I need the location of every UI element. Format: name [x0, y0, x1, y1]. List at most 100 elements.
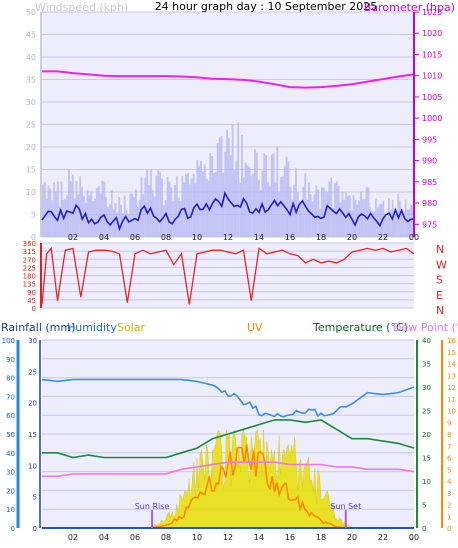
- wind-gust-bar: [345, 191, 348, 237]
- wind-gust-bar: [363, 199, 366, 237]
- barometer-tick-label: 985: [422, 178, 437, 187]
- wind-gust-bar: [335, 181, 338, 237]
- windspeed-tick-label: 35: [26, 76, 36, 85]
- humidity-tick-label: 70: [6, 393, 15, 401]
- wind-gust-bar: [77, 194, 80, 237]
- wind-gust-bar: [298, 201, 301, 237]
- wind-gust-bar: [308, 182, 310, 237]
- direction-tick-label: 270: [23, 256, 36, 264]
- rainfall-tick-label: 5: [33, 494, 37, 502]
- compass-label: N: [436, 243, 444, 256]
- wind-gust-bar: [60, 181, 63, 237]
- wind-gust-bar: [252, 173, 255, 237]
- wind-gust-bar: [283, 165, 286, 237]
- wind-gust-bar: [109, 204, 111, 237]
- windspeed-tick-label: 45: [26, 31, 36, 40]
- wind-gust-bar: [361, 199, 364, 237]
- wind-gust-bar: [94, 198, 96, 237]
- windspeed-tick-label: 25: [26, 121, 36, 130]
- wind-gust-bar: [401, 211, 403, 237]
- x-tick-label: 20: [347, 533, 357, 542]
- compass-label: W: [436, 258, 447, 271]
- barometer-axis-title: Barometer (hpa): [364, 1, 455, 14]
- wind-gust-bar: [112, 209, 115, 237]
- x-tick-label: 00: [409, 233, 419, 242]
- wind-gust-bar: [378, 204, 381, 237]
- humidity-line: [41, 378, 415, 418]
- x-tick-label: 06: [130, 233, 140, 242]
- legend-solar: Solar: [117, 321, 146, 334]
- legend-dew-point: Dew Point (°C): [393, 321, 458, 334]
- humidity-tick-label: 60: [6, 412, 15, 420]
- x-tick-label: 00: [409, 533, 419, 542]
- sun-rise-label: Sun Rise: [135, 502, 170, 511]
- wind-gust-bar: [161, 178, 163, 237]
- x-tick-label: 04: [99, 533, 109, 542]
- legend-rainfall: Rainfall (mm): [1, 321, 75, 334]
- wind-gust-bar: [263, 153, 266, 237]
- uv-tick-label: 4: [447, 478, 452, 486]
- wind-gust-bar: [99, 193, 102, 237]
- x-tick-label: 20: [347, 233, 357, 242]
- temperature-tick-label: 35: [422, 361, 431, 369]
- wind-gust-bar: [408, 209, 411, 237]
- wind-gust-bar: [365, 186, 368, 237]
- wind-gust-bar: [328, 181, 331, 237]
- wind-gust-bar: [285, 156, 288, 237]
- wind-gust-bar: [120, 204, 122, 237]
- barometer-tick-label: 980: [422, 199, 437, 208]
- wind-gust-bar: [386, 217, 388, 237]
- wind-gust-bar: [350, 210, 353, 237]
- wind-direction-line: [41, 246, 415, 305]
- temperature-tick-label: 25: [422, 408, 431, 416]
- uv-tick-label: 2: [447, 502, 451, 510]
- wind-gust-bar: [287, 161, 290, 237]
- direction-tick-label: 225: [23, 264, 36, 272]
- wind-gust-bar: [295, 167, 297, 237]
- wind-gust-bar: [42, 184, 44, 237]
- wind-gust-bar: [250, 175, 253, 237]
- wind-gust-bar: [215, 171, 217, 237]
- uv-tick-label: 5: [447, 466, 451, 474]
- wind-gust-bar: [241, 134, 243, 237]
- wind-gust-bar: [334, 183, 336, 237]
- wind-gust-bar: [280, 176, 282, 237]
- x-tick-label: 16: [285, 533, 295, 542]
- barometer-tick-label: 1000: [422, 114, 442, 123]
- wind-gust-bar: [330, 177, 333, 237]
- wind-gust-bar: [220, 136, 223, 237]
- legend-uv: UV: [247, 321, 263, 334]
- uv-tick-label: 3: [447, 490, 451, 498]
- direction-tick-label: 135: [23, 281, 36, 289]
- uv-tick-label: 12: [447, 384, 456, 392]
- wind-gust-bar: [265, 155, 268, 237]
- wind-gust-bar: [84, 202, 87, 237]
- humidity-tick-label: 10: [6, 506, 15, 514]
- wind-gust-bar: [90, 191, 93, 237]
- rain-temp-solar-axes: 0102030405060708090100051015202530051015…: [2, 337, 457, 542]
- compass-label: N: [436, 304, 444, 317]
- wind-gust-bar: [209, 152, 212, 237]
- wind-gust-bar: [300, 203, 303, 237]
- wind-gust-bar: [393, 214, 396, 237]
- windspeed-tick-label: 40: [26, 53, 36, 62]
- barometer-tick-label: 1005: [422, 93, 442, 102]
- wind-gust-bar: [309, 194, 312, 237]
- windspeed-tick-label: 50: [26, 8, 36, 17]
- dew-point-line: [42, 461, 415, 478]
- wind-gust-bar: [123, 195, 126, 237]
- wind-pressure-axes: 0510152025303540455097598098599099510001…: [26, 8, 443, 242]
- compass-label: S: [436, 274, 443, 287]
- humidity-tick-label: 20: [6, 487, 15, 495]
- wind-gust-bar: [116, 212, 119, 237]
- chart-title: 24 hour graph day : 10 September 2025: [155, 0, 378, 13]
- wind-gust-bar: [358, 200, 361, 237]
- wind-gust-bar: [88, 195, 91, 237]
- wind-gust-bar: [399, 200, 401, 237]
- wind-gust-bar: [131, 193, 134, 237]
- legend-humidity: Humidity: [67, 321, 117, 334]
- wind-direction-grid: [42, 242, 414, 309]
- wind-gust-bar: [200, 161, 202, 237]
- wind-gust-bar: [255, 152, 258, 237]
- wind-gust-bar: [97, 186, 100, 237]
